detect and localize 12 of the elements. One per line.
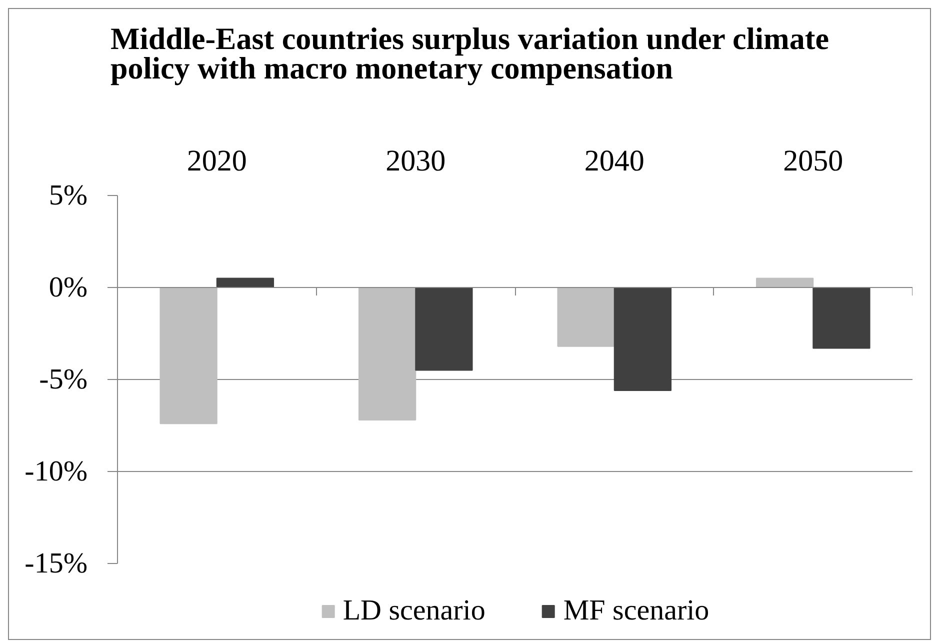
- legend-label: MF scenario: [563, 594, 710, 628]
- y-tick-label: -5%: [39, 364, 88, 396]
- x-tick-label: 2030: [386, 144, 446, 178]
- x-tick-label: 2050: [783, 144, 844, 178]
- y-tick-label: -15%: [24, 548, 88, 580]
- y-tick-label: -10%: [24, 456, 88, 488]
- x-tick-label: 2020: [186, 144, 247, 178]
- legend-label: LD scenario: [342, 594, 486, 628]
- x-tick-label: 2040: [584, 144, 644, 178]
- y-tick-label: 5%: [48, 180, 88, 212]
- y-tick-label: 0%: [48, 272, 88, 304]
- chart-title: Middle-East countries surplus variation under climate policy with macro monetary compensation: [110, 21, 829, 86]
